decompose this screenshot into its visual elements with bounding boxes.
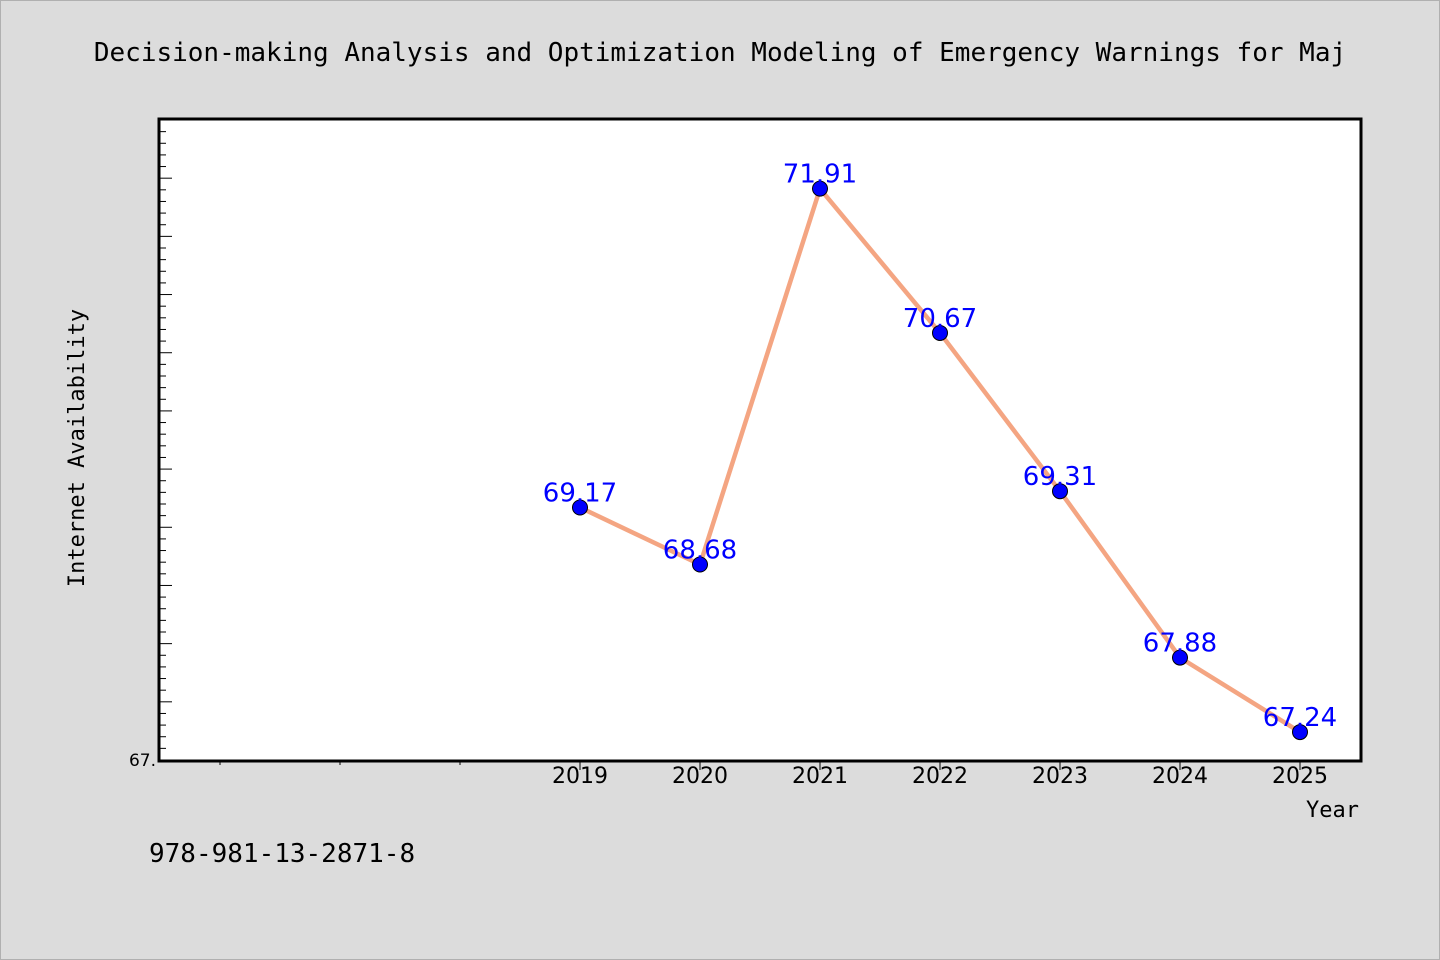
y-tick-label: 67. (129, 751, 156, 771)
data-label: 67.88 (1143, 629, 1217, 659)
data-point-marker (1292, 724, 1308, 741)
plot-area (157, 117, 1363, 763)
data-label: 71.91 (783, 160, 857, 190)
x-tick-label: 2023 (1032, 764, 1088, 789)
y-axis-tick-labels: 67. (129, 751, 156, 771)
data-label: 69.31 (1023, 462, 1097, 492)
data-point-marker (1172, 649, 1188, 666)
data-label: 70.67 (903, 304, 977, 334)
data-point-marker (692, 556, 708, 573)
series-markers (572, 180, 1308, 741)
data-label: 69.17 (543, 478, 617, 508)
x-axis-label: Year (1306, 798, 1359, 823)
x-tick-label: 2020 (672, 764, 728, 789)
data-point-marker (1052, 483, 1068, 500)
data-labels: 69.17 68.68 71.91 70.67 69.31 67.88 67.24 (543, 160, 1337, 733)
data-label: 68.68 (663, 536, 737, 566)
y-axis-label: Internet Availability (65, 309, 90, 587)
data-label: 67.24 (1263, 703, 1337, 733)
x-axis-tick-labels: 2019 2020 2021 2022 2023 2024 2025 (552, 764, 1328, 789)
x-tick-label: 2022 (912, 764, 968, 789)
x-tick-label: 2019 (552, 764, 608, 789)
data-point-marker (932, 324, 948, 341)
data-point-marker (572, 499, 588, 516)
x-tick-label: 2025 (1272, 764, 1328, 789)
footer-isbn: 978-981-13-2871-8 (149, 839, 415, 869)
x-axis-ticks (219, 760, 1301, 770)
x-tick-label: 2021 (792, 764, 848, 789)
data-point-marker (812, 180, 828, 197)
chart-title: Decision-making Analysis and Optimizatio… (94, 38, 1346, 68)
x-tick-label: 2024 (1152, 764, 1208, 789)
y-axis-ticks (160, 119, 172, 761)
